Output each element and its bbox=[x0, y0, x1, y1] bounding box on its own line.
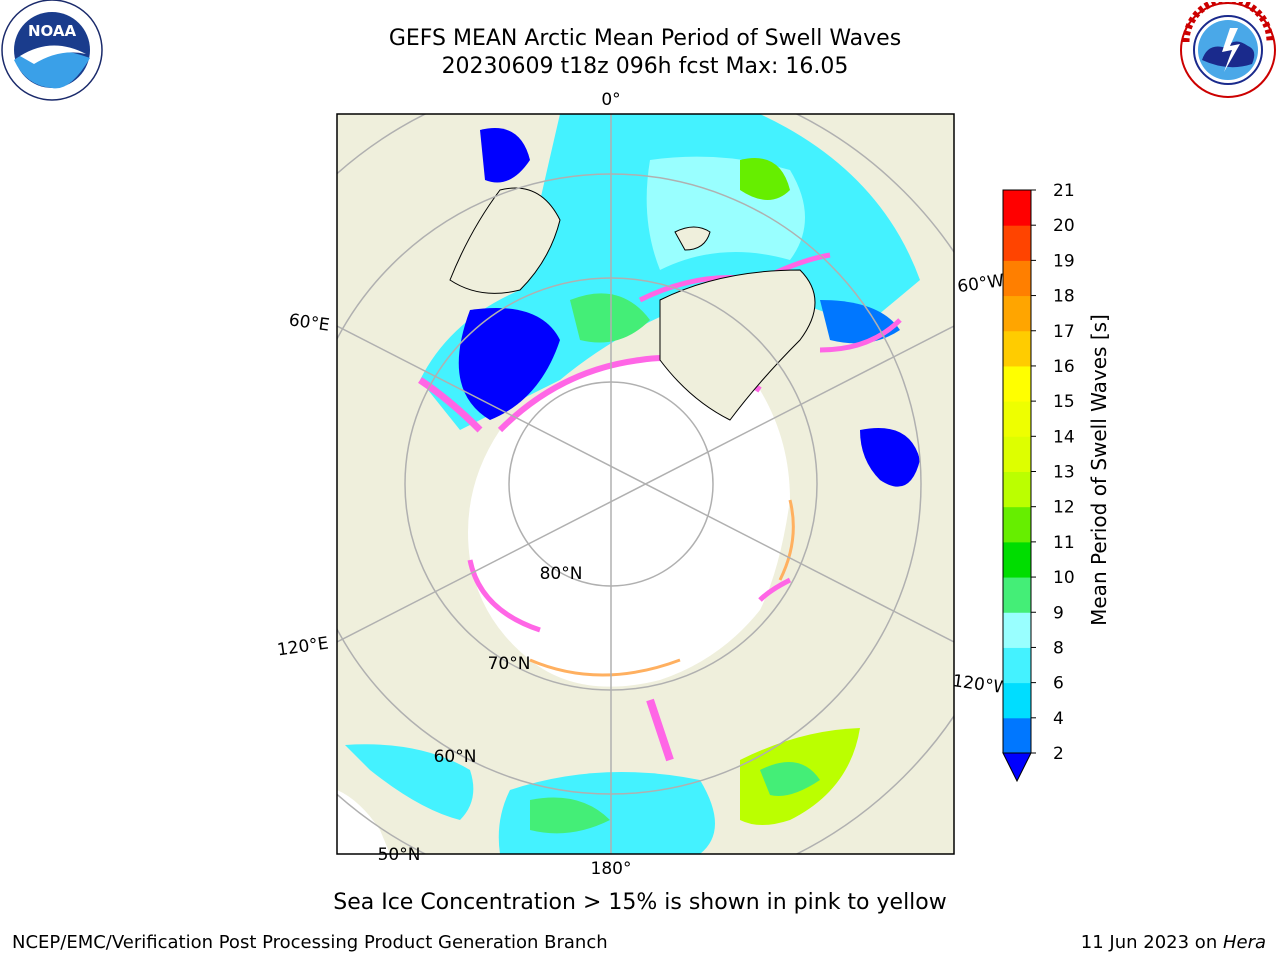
colorbar-segment bbox=[1003, 506, 1031, 543]
colorbar-tick-label: 6 bbox=[1053, 674, 1064, 694]
noaa-logo-text: NOAA bbox=[28, 22, 77, 40]
colorbar-tick-label: 2 bbox=[1053, 744, 1064, 764]
colorbar-tick-label: 10 bbox=[1053, 568, 1075, 588]
noaa-logo-icon: NOAA bbox=[1, 0, 103, 101]
colorbar-tick-label: 8 bbox=[1053, 638, 1064, 658]
sea-ice-caption: Sea Ice Concentration > 15% is shown in … bbox=[333, 890, 947, 915]
lat-label-70n: 70°N bbox=[488, 654, 531, 674]
lat-label-60n: 60°N bbox=[434, 747, 477, 767]
colorbar-tick-label: 13 bbox=[1053, 463, 1075, 483]
colorbar-tick-label: 12 bbox=[1053, 498, 1075, 518]
colorbar-segment bbox=[1003, 577, 1031, 613]
colorbar-tick-label: 11 bbox=[1053, 533, 1075, 553]
lon-label-180: 180° bbox=[591, 859, 632, 879]
colorbar-segment bbox=[1003, 682, 1031, 719]
lat-label-50n: 50°N bbox=[378, 845, 421, 865]
colorbar-segment bbox=[1003, 541, 1031, 578]
colorbar-tick-label: 18 bbox=[1053, 287, 1075, 307]
colorbar: 2 4 6 8 9 10 11 12 13 14 15 16 17 18 19 20 21 bbox=[1002, 181, 1075, 783]
lat-label-80n: 80°N bbox=[540, 564, 583, 584]
colorbar-tick-label: 17 bbox=[1053, 322, 1075, 342]
colorbar-tick-label: 16 bbox=[1053, 357, 1075, 377]
colorbar-tick-label: 19 bbox=[1053, 251, 1075, 271]
lon-label-60e: 60°E bbox=[288, 310, 331, 335]
colorbar-tick-label: 15 bbox=[1053, 392, 1075, 412]
chart-title: GEFS MEAN Arctic Mean Period of Swell Wa… bbox=[388, 26, 902, 51]
chart-subtitle: 20230609 t18z 096h fcst Max: 16.05 bbox=[441, 54, 849, 79]
greenland bbox=[659, 269, 816, 421]
colorbar-segment bbox=[1003, 401, 1031, 437]
colorbar-tick-label: 4 bbox=[1053, 709, 1064, 729]
colorbar-tick-label: 21 bbox=[1053, 181, 1075, 201]
colorbar-extend-arrow bbox=[1002, 752, 1032, 783]
colorbar-segment bbox=[1003, 436, 1031, 472]
colorbar-segment bbox=[1003, 612, 1031, 648]
national-weather-service-logo-icon bbox=[1180, 2, 1276, 98]
footer-date: 11 Jun 2023 on Hera bbox=[1080, 932, 1266, 953]
colorbar-segment bbox=[1003, 647, 1031, 684]
colorbar-tick-label: 9 bbox=[1053, 603, 1064, 623]
lon-label-120w: 120°W bbox=[951, 671, 1011, 699]
colorbar-segment bbox=[1003, 295, 1031, 332]
footer-machine: Hera bbox=[1222, 932, 1266, 953]
colorbar-segment bbox=[1003, 190, 1031, 226]
map-frame bbox=[336, 113, 955, 855]
footer-credit: NCEP/EMC/Verification Post Processing Pr… bbox=[12, 932, 608, 953]
lon-label-120e: 120°E bbox=[276, 634, 330, 661]
colorbar-segment bbox=[1003, 365, 1031, 402]
lon-label-0: 0° bbox=[601, 90, 620, 110]
colorbar-tick-label: 14 bbox=[1053, 427, 1075, 447]
colorbar-segment bbox=[1003, 717, 1031, 754]
colorbar-segment bbox=[1003, 330, 1031, 367]
colorbar-tick-label: 20 bbox=[1053, 216, 1075, 236]
colorbar-segment bbox=[1003, 471, 1031, 508]
colorbar-segment bbox=[1003, 260, 1031, 297]
colorbar-label: Mean Period of Swell Waves [s] bbox=[1087, 314, 1111, 626]
lon-label-60w: 60°W bbox=[956, 271, 1005, 297]
graticule bbox=[337, 114, 954, 854]
sea-ice-region bbox=[468, 358, 790, 687]
colorbar-segment bbox=[1003, 225, 1031, 261]
